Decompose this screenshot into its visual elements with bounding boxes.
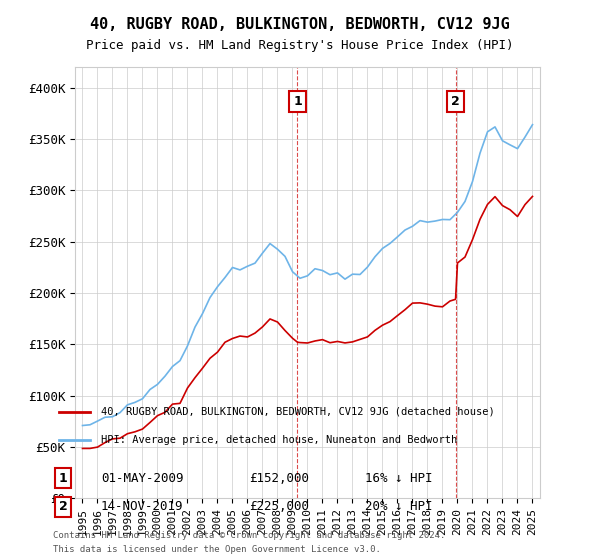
Text: 14-NOV-2019: 14-NOV-2019: [101, 500, 184, 514]
Text: 40, RUGBY ROAD, BULKINGTON, BEDWORTH, CV12 9JG (detached house): 40, RUGBY ROAD, BULKINGTON, BEDWORTH, CV…: [101, 407, 494, 417]
Text: 1: 1: [293, 95, 302, 108]
Text: £152,000: £152,000: [248, 472, 308, 485]
Text: HPI: Average price, detached house, Nuneaton and Bedworth: HPI: Average price, detached house, Nune…: [101, 435, 457, 445]
Text: 1: 1: [59, 472, 67, 485]
Text: 16% ↓ HPI: 16% ↓ HPI: [365, 472, 432, 485]
Text: 2: 2: [451, 95, 460, 108]
Text: Contains HM Land Registry data © Crown copyright and database right 2024.: Contains HM Land Registry data © Crown c…: [53, 531, 446, 540]
Text: 01-MAY-2009: 01-MAY-2009: [101, 472, 184, 485]
Text: Price paid vs. HM Land Registry's House Price Index (HPI): Price paid vs. HM Land Registry's House …: [86, 39, 514, 52]
Text: This data is licensed under the Open Government Licence v3.0.: This data is licensed under the Open Gov…: [53, 545, 381, 554]
Text: £225,000: £225,000: [248, 500, 308, 514]
Text: 2: 2: [59, 500, 67, 514]
Text: 40, RUGBY ROAD, BULKINGTON, BEDWORTH, CV12 9JG: 40, RUGBY ROAD, BULKINGTON, BEDWORTH, CV…: [90, 17, 510, 32]
Text: 20% ↓ HPI: 20% ↓ HPI: [365, 500, 432, 514]
